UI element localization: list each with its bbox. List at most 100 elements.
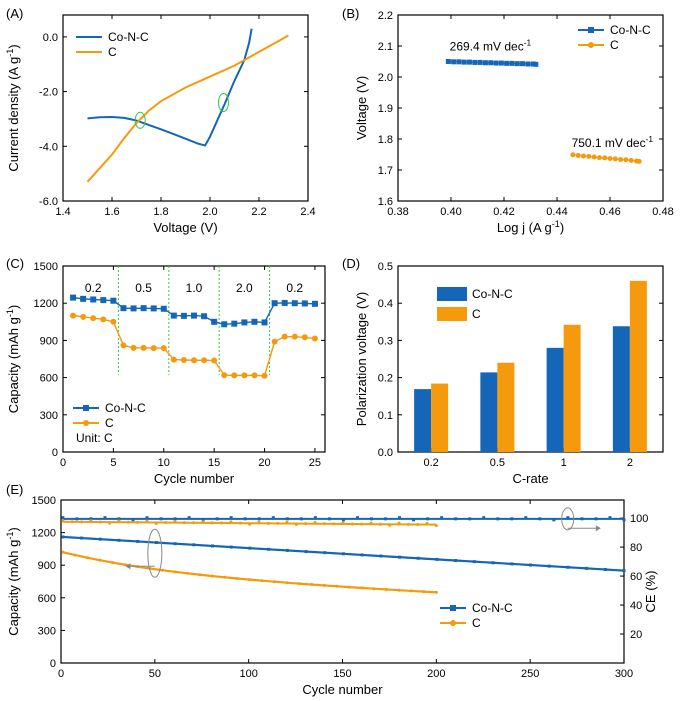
y-axis-label: Capacity (mAh g-1) [5, 527, 21, 636]
ce-point [341, 518, 345, 522]
x-tick-label: 5 [110, 457, 116, 469]
y-tick-label: 900 [40, 335, 58, 347]
y-axis-label-superscript: -1 [5, 49, 15, 57]
capacity-point [397, 588, 401, 592]
x-axis-label: C-rate [512, 471, 548, 486]
legend-marker [83, 420, 89, 426]
data-point [221, 372, 228, 379]
ce-point [524, 516, 528, 520]
ce-point [454, 517, 458, 521]
legend-label: C [472, 616, 481, 630]
data-point [456, 59, 462, 65]
x-tick-label: 250 [521, 668, 539, 680]
x-tick-label: 0.38 [387, 206, 408, 218]
data-point [602, 155, 608, 161]
y-axis-label-superscript: -1 [5, 532, 15, 540]
data-point [70, 312, 77, 319]
ce-point [131, 518, 135, 522]
data-point [80, 313, 87, 320]
legend-label: Co-N-C [108, 30, 149, 44]
legend-swatch [437, 287, 467, 301]
y-axis-label-text: Current density (A g [6, 57, 21, 172]
slope-annotation-superscript: -1 [524, 38, 532, 48]
legend-marker [450, 620, 456, 626]
y2-tick-label: 20 [630, 629, 642, 641]
y2-tick-label: 80 [630, 542, 642, 554]
data-point [618, 156, 624, 162]
data-point [140, 344, 147, 351]
bar-co-n-c [480, 372, 498, 452]
capacity-point [285, 548, 289, 552]
data-point [291, 333, 298, 340]
capacity-point [98, 537, 102, 541]
data-point [261, 372, 268, 379]
capacity-point [379, 554, 383, 558]
crossing-marker [134, 111, 146, 129]
capacity-point [229, 545, 233, 549]
ce-point [108, 521, 112, 525]
ce-point [369, 517, 373, 521]
ce-point [510, 517, 514, 521]
x-tick-label: 200 [427, 668, 445, 680]
ce-point [257, 517, 261, 521]
ce-point [70, 520, 74, 524]
y-axis-label-tail: ) [6, 44, 21, 48]
x-tick-label: 50 [149, 668, 161, 680]
y-tick-label: 0.4 [378, 298, 393, 310]
data-point [241, 372, 248, 379]
data-point [514, 61, 520, 67]
data-point [570, 152, 576, 158]
capacity-point [267, 547, 271, 551]
ce-point [341, 521, 345, 525]
data-point [70, 294, 77, 301]
capacity-point [154, 541, 158, 545]
ce-point [80, 520, 84, 524]
data-point [467, 59, 473, 65]
data-point [150, 345, 157, 352]
ce-point [580, 517, 584, 521]
y-tick-label: 1200 [32, 528, 56, 540]
x-tick-label: 1.6 [104, 206, 119, 218]
slope-annotation-text: 269.4 mV dec [450, 40, 524, 54]
y-tick-label: 0.2 [378, 373, 393, 385]
data-point [201, 313, 208, 320]
data-point [271, 300, 278, 307]
capacity-point [285, 581, 289, 585]
y-tick-label: 0.0 [43, 32, 58, 44]
ce-point [126, 520, 130, 524]
ce-point [434, 524, 438, 528]
capacity-point [173, 570, 177, 574]
capacity-point [123, 563, 127, 567]
ce-point [136, 520, 140, 524]
data-point [160, 345, 167, 352]
capacity-point [61, 550, 65, 554]
y-axis-label-tail: ) [6, 527, 21, 531]
x-axis-label-superscript: -1 [552, 219, 560, 229]
y2-tick-label: 40 [630, 600, 642, 612]
capacity-line [62, 551, 437, 594]
x-tick-label: 1.8 [153, 206, 168, 218]
data-point [100, 297, 107, 304]
rate-label: 0.2 [286, 281, 303, 295]
y-axis-label-text: Capacity (mAh g [6, 317, 21, 413]
unit-note: Unit: C [76, 431, 113, 445]
capacity-point [310, 583, 314, 587]
data-point [110, 318, 117, 325]
y-axis-label-text: Capacity (mAh g [6, 540, 21, 636]
ce-point [154, 521, 158, 525]
ce-point [75, 517, 79, 521]
data-point [504, 60, 510, 66]
ce-point [276, 521, 280, 525]
data-point [191, 312, 197, 319]
x-tick-label: 0.46 [599, 206, 620, 218]
series-line-co-n-c [87, 28, 253, 147]
data-point [461, 59, 467, 65]
capacity-point [360, 553, 364, 557]
ce-point [412, 518, 416, 522]
capacity-point [622, 569, 626, 573]
ce-point [378, 522, 382, 526]
data-point [301, 334, 308, 341]
ce-point [299, 517, 303, 521]
data-point [120, 342, 127, 349]
